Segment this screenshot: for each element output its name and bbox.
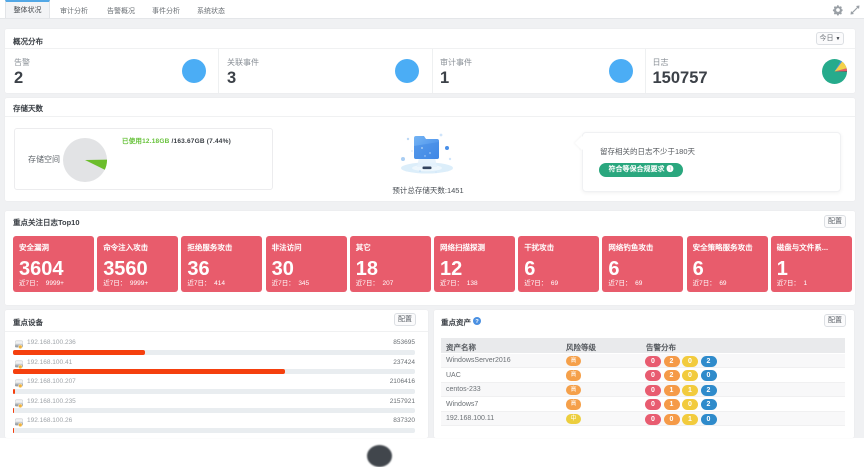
svg-text:?: ? (475, 319, 479, 325)
